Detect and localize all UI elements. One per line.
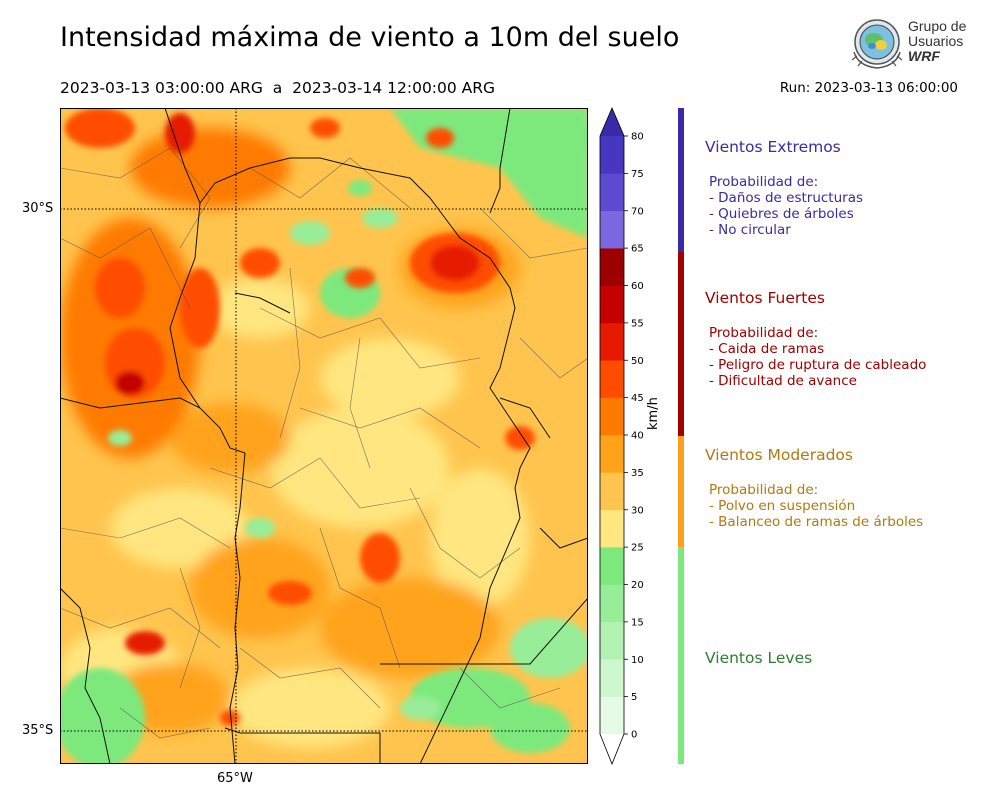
category-line: Probabilidad de: bbox=[709, 325, 819, 341]
graticule bbox=[60, 108, 588, 764]
category-line: - Quiebres de árboles bbox=[709, 206, 854, 222]
colorbar-tick-label: 30 bbox=[631, 505, 644, 516]
category-line: - No circular bbox=[709, 222, 791, 238]
colorbar-tick-label: 65 bbox=[631, 244, 644, 255]
colorbar-segment bbox=[600, 136, 624, 174]
wind-map bbox=[60, 108, 588, 764]
colorbar-tick-label: 45 bbox=[631, 393, 644, 404]
colorbar-segment bbox=[600, 360, 624, 398]
colorbar-segment bbox=[600, 322, 624, 361]
category-extreme-title: Vientos Extremos bbox=[705, 138, 841, 156]
colorbar-segment bbox=[600, 285, 624, 324]
run-label: Run: 2023-03-13 06:00:00 bbox=[779, 80, 958, 96]
map-frame bbox=[60, 108, 588, 764]
category-line: - Polvo en suspensión bbox=[709, 498, 856, 514]
lat-label-30s: 30°S bbox=[22, 201, 54, 216]
category-line: - Caida de ramas bbox=[709, 341, 825, 357]
colorbar-tick-label: 25 bbox=[631, 543, 644, 554]
colorbar-tick-label: 10 bbox=[631, 655, 644, 666]
category-line: - Peligro de ruptura de cableado bbox=[709, 357, 927, 373]
lat-label-35s: 35°S bbox=[22, 723, 54, 738]
chart-title: Intensidad máxima de viento a 10m del su… bbox=[60, 22, 680, 53]
category-extreme: Vientos Extremos Probabilidad de: - Daño… bbox=[705, 138, 863, 238]
category-light-title: Vientos Leves bbox=[705, 649, 813, 667]
wrf-logo: Grupo de Usuarios WRF bbox=[848, 16, 973, 74]
province-borders bbox=[60, 108, 588, 764]
colorbar-tick-label: 20 bbox=[631, 580, 644, 591]
category-bar-strong bbox=[678, 252, 684, 436]
colorbar-tick-label: 15 bbox=[631, 617, 644, 628]
category-bar-moderate bbox=[678, 436, 684, 547]
category-line: - Balanceo de ramas de árboles bbox=[709, 514, 924, 530]
colorbar-segment bbox=[600, 659, 624, 697]
category-line: Probabilidad de: bbox=[709, 174, 819, 190]
colorbar-segment bbox=[600, 210, 624, 249]
colorbar-tick-label: 75 bbox=[631, 169, 644, 180]
logo-line-1: Grupo de bbox=[908, 18, 967, 34]
colorbar-segment bbox=[600, 621, 624, 660]
colorbar: 0 5 10 15 20 25 30 35 40 45 50 55 60 65 70 75 80 bbox=[599, 106, 644, 766]
category-moderate-lines: Probabilidad de: - Polvo en suspensión -… bbox=[709, 482, 923, 530]
colorbar-tick-label: 35 bbox=[631, 468, 644, 479]
category-line: - Daños de estructuras bbox=[709, 190, 864, 206]
department-borders bbox=[60, 147, 588, 739]
colorbar-segment bbox=[600, 435, 624, 473]
colorbar-segment bbox=[600, 397, 624, 436]
category-line: Probabilidad de: bbox=[709, 482, 819, 498]
category-line: - Dificultad de avance bbox=[709, 373, 857, 389]
colorbar-tick-label: 55 bbox=[631, 318, 644, 329]
colorbar-segment bbox=[600, 472, 624, 511]
colorbar-segment bbox=[600, 547, 624, 585]
category-bar-extreme bbox=[678, 108, 684, 252]
wind-field-moderate bbox=[60, 128, 530, 748]
wind-field-strong bbox=[65, 108, 535, 726]
colorbar-tick-label: 80 bbox=[631, 132, 644, 143]
colorbar-unit-label: km/h bbox=[646, 397, 661, 430]
colorbar-tick-label: 5 bbox=[631, 692, 637, 703]
category-strong-title: Vientos Fuertes bbox=[705, 289, 825, 307]
colorbar-segment bbox=[600, 696, 624, 735]
colorbar-tick-label: 60 bbox=[631, 281, 644, 292]
colorbar-segment bbox=[600, 584, 624, 623]
colorbar-segment bbox=[600, 248, 624, 286]
logo-line-2: Usuarios bbox=[908, 33, 964, 49]
colorbar-segment bbox=[600, 509, 624, 548]
colorbar-tick-label: 70 bbox=[631, 206, 644, 217]
category-moderate-title: Vientos Moderados bbox=[705, 446, 853, 464]
category-strong-lines: Probabilidad de: - Caida de ramas - Peli… bbox=[709, 325, 926, 389]
colorbar-tick-label: 50 bbox=[631, 356, 644, 367]
colorbar-extend-max bbox=[600, 108, 624, 136]
category-strong: Vientos Fuertes Probabilidad de: - Caida… bbox=[705, 289, 926, 389]
category-extreme-lines: Probabilidad de: - Daños de estructuras … bbox=[709, 174, 863, 238]
wind-field-light bbox=[60, 108, 588, 764]
lon-label-65w: 65°W bbox=[217, 771, 253, 786]
colorbar-tick-label: 40 bbox=[631, 431, 644, 442]
category-moderate: Vientos Moderados Probabilidad de: - Pol… bbox=[705, 446, 923, 530]
colorbar-segment bbox=[600, 173, 624, 212]
category-bar-light bbox=[678, 547, 684, 764]
logo-line-3: WRF bbox=[908, 48, 940, 64]
logo-text: Grupo de Usuarios WRF bbox=[908, 19, 966, 64]
colorbar-tick-label: 0 bbox=[631, 730, 637, 741]
date-range-subtitle: 2023-03-13 03:00:00 ARG a 2023-03-14 12:… bbox=[60, 79, 496, 97]
category-light: Vientos Leves bbox=[705, 649, 812, 667]
globe-icon bbox=[851, 19, 903, 69]
colorbar-extend-min bbox=[600, 734, 624, 764]
